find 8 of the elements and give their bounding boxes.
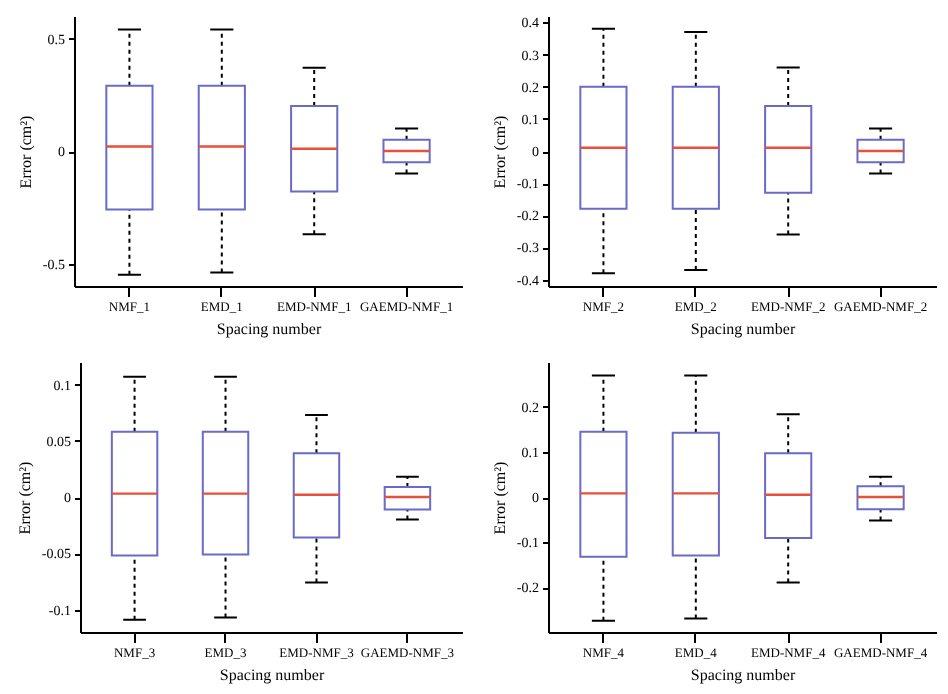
x-axis-title: Spacing number	[219, 666, 325, 684]
y-axis-title: Error (cm²)	[490, 114, 509, 189]
x-axis-title: Spacing number	[690, 666, 796, 684]
y-axis-title: Error (cm²)	[490, 460, 509, 535]
x-axis-title: Spacing number	[216, 320, 322, 338]
y-axis-title: Error (cm²)	[15, 460, 34, 535]
y-axis-title: Error (cm²)	[16, 114, 35, 189]
x-axis-title: Spacing number	[690, 320, 796, 338]
